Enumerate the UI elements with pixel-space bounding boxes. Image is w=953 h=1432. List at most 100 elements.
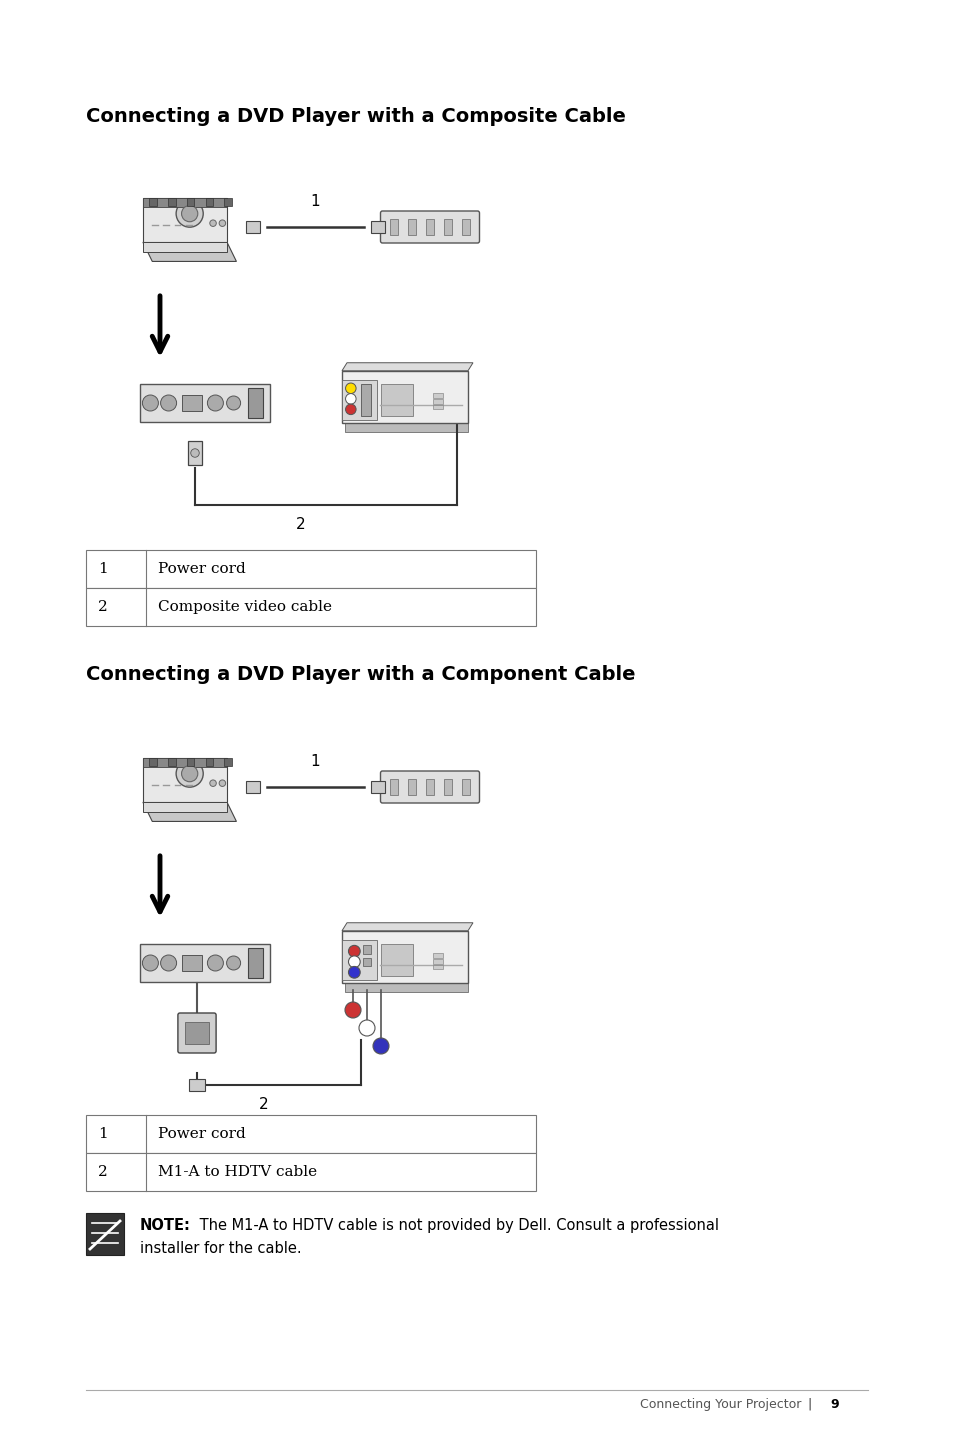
Text: Composite video cable: Composite video cable (158, 600, 332, 614)
Bar (143, 758, 227, 768)
Circle shape (181, 206, 197, 222)
Bar (371, 780, 385, 793)
Polygon shape (143, 242, 227, 252)
Circle shape (176, 760, 203, 788)
Bar (390, 779, 397, 795)
Bar (143, 198, 227, 208)
Bar (341, 379, 376, 421)
Circle shape (345, 404, 355, 415)
Text: M1-A to HDTV cable: M1-A to HDTV cable (158, 1166, 316, 1179)
Bar (345, 424, 468, 432)
Circle shape (207, 955, 223, 971)
Circle shape (210, 221, 216, 226)
Bar (380, 944, 412, 975)
Circle shape (142, 395, 158, 411)
Circle shape (345, 394, 355, 404)
Text: installer for the cable.: installer for the cable. (140, 1242, 301, 1256)
Bar (168, 198, 175, 206)
Bar (140, 384, 270, 422)
Bar (345, 984, 468, 992)
Polygon shape (143, 802, 227, 812)
Bar (408, 219, 416, 235)
Bar (189, 1078, 205, 1091)
Bar (224, 198, 232, 206)
Bar (433, 400, 442, 404)
Bar (341, 939, 376, 981)
Text: Connecting a DVD Player with a Component Cable: Connecting a DVD Player with a Component… (86, 664, 635, 684)
FancyBboxPatch shape (177, 1012, 216, 1053)
Circle shape (348, 957, 360, 968)
Text: The M1-A to HDTV cable is not provided by Dell. Consult a professional: The M1-A to HDTV cable is not provided b… (194, 1219, 719, 1233)
Bar (248, 388, 263, 418)
Circle shape (181, 766, 197, 782)
Bar (224, 758, 232, 766)
Text: |: | (807, 1398, 811, 1411)
Bar (187, 198, 194, 206)
Polygon shape (143, 242, 236, 262)
Bar (150, 758, 157, 766)
Bar (426, 779, 434, 795)
Text: 2: 2 (98, 1166, 108, 1179)
Text: 2: 2 (258, 1097, 269, 1113)
Circle shape (210, 780, 216, 786)
Bar (341, 931, 468, 984)
Circle shape (227, 397, 240, 410)
Bar (246, 221, 260, 233)
Text: Connecting a DVD Player with a Composite Cable: Connecting a DVD Player with a Composite… (86, 107, 625, 126)
Bar (363, 958, 371, 967)
Circle shape (345, 382, 355, 394)
Bar (433, 405, 442, 410)
Bar (443, 219, 452, 235)
Text: Connecting Your Projector: Connecting Your Projector (639, 1398, 801, 1411)
Circle shape (207, 395, 223, 411)
Circle shape (358, 1020, 375, 1035)
Bar (246, 780, 260, 793)
Bar (248, 948, 263, 978)
Bar (185, 1022, 209, 1044)
Circle shape (176, 200, 203, 228)
Bar (371, 221, 385, 233)
Circle shape (191, 448, 199, 457)
Circle shape (348, 945, 360, 957)
Circle shape (345, 1002, 360, 1018)
Circle shape (219, 780, 226, 786)
Bar (86, 550, 536, 589)
Bar (205, 758, 213, 766)
Bar (433, 965, 442, 969)
Bar (205, 198, 213, 206)
Text: 1: 1 (311, 755, 320, 769)
Polygon shape (341, 922, 473, 931)
Bar (433, 959, 442, 964)
Bar (408, 779, 416, 795)
Text: 9: 9 (829, 1398, 838, 1411)
Bar (86, 1116, 536, 1153)
Bar (363, 945, 371, 954)
Circle shape (160, 395, 176, 411)
Bar (461, 779, 470, 795)
Polygon shape (143, 198, 227, 242)
Bar (426, 219, 434, 235)
Bar (187, 758, 194, 766)
Circle shape (373, 1038, 389, 1054)
Bar (380, 384, 412, 415)
Circle shape (160, 955, 176, 971)
Circle shape (348, 967, 360, 978)
Bar (150, 198, 157, 206)
Text: 1: 1 (311, 193, 320, 209)
Bar (443, 779, 452, 795)
Text: NOTE:: NOTE: (140, 1219, 191, 1233)
Bar (188, 441, 202, 465)
Polygon shape (143, 802, 236, 822)
Bar (433, 952, 442, 958)
Bar (461, 219, 470, 235)
Bar (140, 944, 270, 982)
Text: 1: 1 (98, 1127, 108, 1141)
Circle shape (227, 957, 240, 969)
Text: 2: 2 (98, 600, 108, 614)
FancyBboxPatch shape (380, 211, 479, 243)
FancyBboxPatch shape (380, 770, 479, 803)
Bar (361, 384, 371, 415)
Bar (86, 589, 536, 626)
Bar (168, 758, 175, 766)
Polygon shape (341, 362, 473, 371)
